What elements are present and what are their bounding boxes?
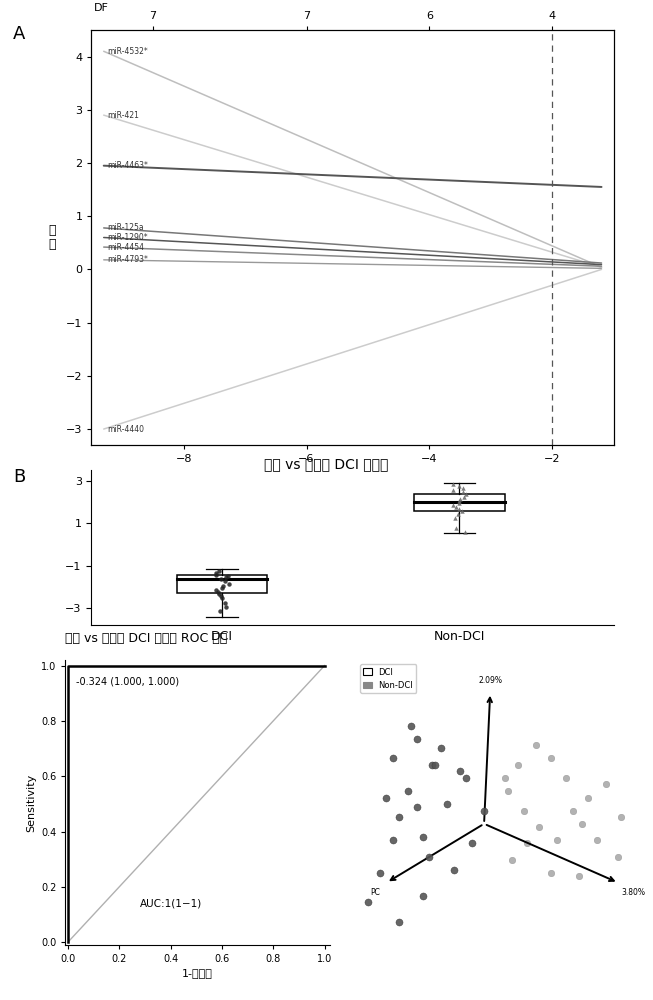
Text: miR-4454: miR-4454 [107, 243, 144, 252]
Point [500, 770, 511, 786]
Point [430, 757, 441, 773]
Point [518, 803, 529, 819]
Text: AUC:1(1−1): AUC:1(1−1) [140, 898, 202, 908]
Point [503, 783, 514, 799]
Text: 3.80%: 3.80% [622, 888, 645, 897]
Text: miR-421: miR-421 [107, 111, 139, 120]
Point [616, 809, 627, 825]
Text: 发生 vs 不发生 DCI 分类器: 发生 vs 不发生 DCI 分类器 [264, 457, 389, 471]
Point [531, 737, 541, 753]
Point [522, 835, 532, 851]
Text: DF: DF [94, 3, 109, 13]
Text: 2.09%: 2.09% [478, 676, 502, 685]
Point [406, 718, 416, 734]
X-axis label: Log Lambda: Log Lambda [314, 470, 391, 483]
Legend: DCI, Non-DCI: DCI, Non-DCI [360, 664, 417, 693]
Text: miR-1290*: miR-1290* [107, 233, 148, 242]
Point [363, 894, 374, 910]
Y-axis label: Sensitivity: Sensitivity [27, 773, 37, 832]
Point [402, 783, 413, 799]
Point [534, 819, 544, 835]
X-axis label: 1-特异性: 1-特异性 [182, 968, 213, 978]
Text: -0.324 (1.000, 1.000): -0.324 (1.000, 1.000) [76, 677, 179, 687]
Point [393, 809, 404, 825]
Text: A: A [13, 25, 25, 43]
Bar [177, 575, 267, 593]
Point [381, 790, 392, 806]
Point [613, 849, 624, 865]
Point [582, 790, 593, 806]
Point [393, 914, 404, 930]
Text: 发生 vs 不发生 DCI 分类器 ROC 曲线: 发生 vs 不发生 DCI 分类器 ROC 曲线 [65, 632, 227, 645]
Point [467, 835, 477, 851]
Point [454, 763, 465, 779]
Point [418, 829, 428, 845]
Point [387, 832, 398, 848]
Point [442, 796, 453, 812]
Point [573, 868, 584, 884]
Point [513, 757, 523, 773]
Text: miR-4463*: miR-4463* [107, 161, 148, 170]
Point [592, 832, 602, 848]
Point [479, 803, 489, 819]
Point [411, 731, 422, 747]
Point [418, 888, 428, 904]
Text: miR-4440: miR-4440 [107, 425, 144, 434]
Point [387, 750, 398, 766]
Point [546, 865, 556, 881]
Point [449, 862, 459, 878]
Point [436, 740, 447, 756]
Point [424, 849, 434, 865]
Point [546, 750, 556, 766]
Point [567, 803, 578, 819]
Point [375, 865, 385, 881]
Text: miR-4793*: miR-4793* [107, 255, 148, 264]
Point [577, 816, 587, 832]
Text: B: B [13, 468, 25, 486]
Point [601, 776, 611, 792]
Text: miR-4532*: miR-4532* [107, 47, 148, 56]
Point [460, 770, 471, 786]
Text: PC: PC [370, 888, 380, 897]
Text: miR-125a: miR-125a [107, 223, 144, 232]
Y-axis label: 系
数: 系 数 [48, 224, 56, 251]
Bar [415, 494, 505, 511]
Point [411, 799, 422, 815]
Point [506, 852, 517, 868]
Point [562, 770, 572, 786]
Point [427, 757, 438, 773]
Point [552, 832, 562, 848]
